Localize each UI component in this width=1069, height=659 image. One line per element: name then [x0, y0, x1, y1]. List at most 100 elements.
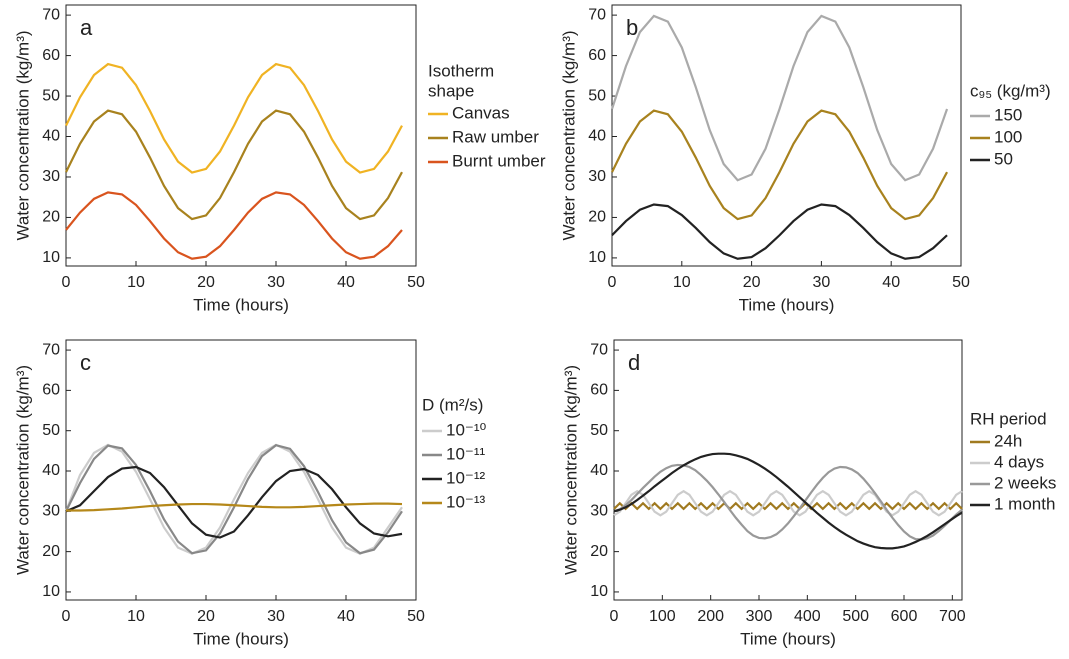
y-axis-label: Water concentration (kg/m³) — [561, 365, 580, 575]
y-axis-label: Water concentration (kg/m³) — [13, 30, 32, 240]
x-tick-label: 50 — [952, 274, 970, 291]
data-line — [65, 191, 403, 260]
panel-label: d — [628, 350, 640, 375]
y-tick-label: 60 — [588, 47, 606, 64]
legend-label: Canvas — [452, 103, 510, 122]
y-tick-label: 10 — [588, 249, 606, 266]
y-tick-label: 40 — [590, 462, 608, 479]
x-tick-label: 300 — [746, 608, 773, 625]
y-tick-label: 10 — [590, 583, 608, 600]
x-tick-label: 10 — [673, 274, 691, 291]
legend-label: 50 — [994, 149, 1013, 168]
legend-label: Raw umber — [452, 127, 539, 146]
legend-label: 24h — [994, 431, 1022, 450]
data-line — [613, 452, 963, 550]
x-tick-label: 10 — [127, 608, 145, 625]
y-tick-label: 20 — [42, 209, 60, 226]
panel: 0 100 200 300 400 500 600 700 10 20 30 40 50 60 70 Time… — [561, 339, 1056, 648]
data-line — [65, 62, 403, 174]
panel-label: a — [80, 15, 93, 40]
y-tick-label: 60 — [42, 382, 60, 399]
x-tick-label: 0 — [610, 608, 619, 625]
y-tick-label: 30 — [42, 503, 60, 520]
x-tick-label: 20 — [197, 274, 215, 291]
panel-label: c — [80, 350, 91, 375]
data-line — [613, 489, 963, 517]
legend-title: c₉₅ (kg/m³) — [970, 81, 1051, 100]
plot-frame — [65, 339, 417, 601]
legend-label: 10⁻¹³ — [446, 492, 486, 511]
x-tick-label: 10 — [127, 274, 145, 291]
y-tick-label: 20 — [590, 543, 608, 560]
x-tick-label: 20 — [197, 608, 215, 625]
data-line — [611, 109, 949, 221]
data-line — [613, 501, 963, 511]
data-line — [65, 109, 403, 221]
legend-label: 4 days — [994, 452, 1044, 471]
x-tick-label: 30 — [813, 274, 831, 291]
legend-label: 1 month — [994, 494, 1055, 513]
plot-frame — [613, 339, 963, 601]
x-tick-label: 20 — [743, 274, 761, 291]
x-axis-label: Time (hours) — [193, 295, 289, 314]
x-tick-label: 40 — [882, 274, 900, 291]
x-tick-label: 0 — [608, 274, 617, 291]
legend-label: 10⁻¹¹ — [446, 444, 486, 463]
legend-label: Burnt umber — [452, 151, 546, 170]
y-tick-label: 20 — [42, 543, 60, 560]
y-tick-label: 10 — [42, 249, 60, 266]
legend-label: 10⁻¹⁰ — [446, 420, 487, 439]
y-tick-label: 40 — [42, 128, 60, 145]
data-line — [66, 502, 403, 512]
x-axis-label: Time (hours) — [193, 629, 289, 648]
y-tick-label: 70 — [42, 6, 60, 23]
y-axis-label: Water concentration (kg/m³) — [559, 30, 578, 240]
y-tick-label: 30 — [42, 168, 60, 185]
x-tick-label: 30 — [267, 274, 285, 291]
legend-title: Isotherm — [428, 61, 494, 80]
y-tick-label: 40 — [588, 128, 606, 145]
x-tick-label: 30 — [267, 608, 285, 625]
x-tick-label: 50 — [407, 608, 425, 625]
legend-title: RH period — [970, 409, 1047, 428]
plot-frame — [611, 4, 962, 267]
x-tick-label: 0 — [62, 274, 71, 291]
y-tick-label: 70 — [588, 6, 606, 23]
y-tick-label: 70 — [590, 341, 608, 358]
data-line — [610, 14, 949, 182]
data-line — [64, 443, 403, 555]
y-tick-label: 60 — [590, 382, 608, 399]
x-tick-label: 0 — [62, 608, 71, 625]
x-tick-label: 40 — [337, 274, 355, 291]
x-tick-label: 50 — [407, 274, 425, 291]
x-tick-label: 200 — [697, 608, 724, 625]
legend-label: 150 — [994, 105, 1022, 124]
x-axis-label: Time (hours) — [739, 295, 835, 314]
legend-title: D (m²/s) — [422, 395, 483, 414]
legend-label: 10⁻¹² — [446, 468, 486, 487]
legend-title: shape — [428, 81, 474, 100]
data-line — [65, 465, 403, 539]
x-axis-label: Time (hours) — [740, 629, 836, 648]
data-line — [65, 444, 403, 555]
y-axis-label: Water concentration (kg/m³) — [13, 365, 32, 575]
data-line — [611, 203, 948, 260]
data-line — [613, 463, 963, 541]
legend-label: 100 — [994, 127, 1022, 146]
y-tick-label: 20 — [588, 209, 606, 226]
y-tick-label: 50 — [588, 87, 606, 104]
y-tick-label: 30 — [588, 168, 606, 185]
plot-frame — [65, 4, 417, 267]
x-tick-label: 700 — [939, 608, 966, 625]
x-tick-label: 40 — [337, 608, 355, 625]
x-tick-label: 400 — [794, 608, 821, 625]
y-tick-label: 50 — [42, 422, 60, 439]
x-tick-label: 100 — [649, 608, 676, 625]
y-tick-label: 40 — [42, 462, 60, 479]
y-tick-label: 50 — [42, 87, 60, 104]
y-tick-label: 30 — [590, 503, 608, 520]
panel-label: b — [626, 15, 638, 40]
